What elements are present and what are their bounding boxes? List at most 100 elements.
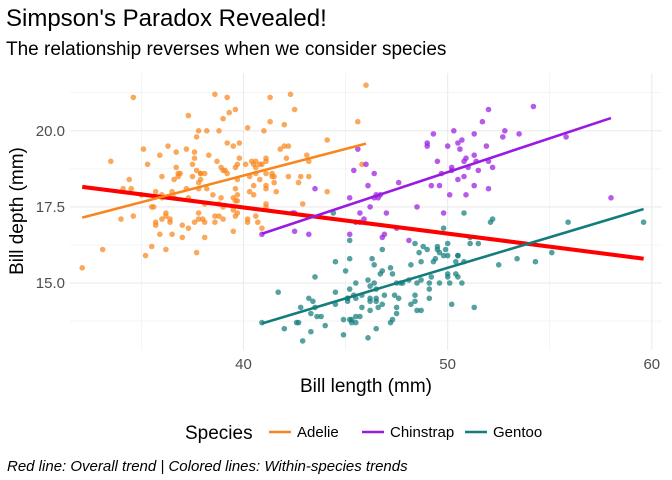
data-point-gentoo <box>318 313 324 320</box>
data-point-gentoo <box>312 274 318 280</box>
data-point-gentoo <box>424 246 431 253</box>
data-point-gentoo <box>379 268 386 274</box>
data-point-gentoo <box>379 246 386 253</box>
data-point-adelie <box>285 143 292 149</box>
data-point-adelie <box>285 173 292 180</box>
data-point-gentoo <box>332 289 339 296</box>
data-point-adelie <box>230 143 237 149</box>
data-point-adelie <box>189 173 196 180</box>
data-point-adelie <box>204 185 210 192</box>
data-point-gentoo <box>420 243 427 250</box>
data-point-gentoo <box>428 274 435 280</box>
data-point-gentoo <box>306 295 312 302</box>
data-point-adelie <box>212 213 218 219</box>
data-point-chinstrap <box>436 182 443 189</box>
data-point-gentoo <box>414 307 420 314</box>
data-point-adelie <box>281 121 288 128</box>
data-point-adelie <box>253 164 259 171</box>
data-point-chinstrap <box>483 143 490 149</box>
data-point-adelie <box>295 179 302 186</box>
legend-item-gentoo: Gentoo <box>465 424 542 441</box>
data-point-gentoo <box>440 225 447 231</box>
data-point-gentoo <box>432 255 439 262</box>
data-point-chinstrap <box>312 185 318 192</box>
data-point-gentoo <box>346 237 353 244</box>
data-point-chinstrap <box>475 167 482 174</box>
data-point-gentoo <box>416 249 422 256</box>
data-point-chinstrap <box>502 128 508 134</box>
data-point-adelie <box>140 146 147 152</box>
data-point-gentoo <box>369 255 375 262</box>
data-point-chinstrap <box>461 158 467 165</box>
data-point-adelie <box>234 192 241 198</box>
chart-title: Simpson's Paradox Revealed! <box>6 5 327 32</box>
data-point-chinstrap <box>463 192 469 198</box>
data-point-chinstrap <box>563 134 569 140</box>
data-point-chinstrap <box>355 146 361 152</box>
data-point-gentoo <box>471 304 478 311</box>
data-point-gentoo <box>371 262 378 268</box>
grid-lines <box>70 73 662 350</box>
data-point-gentoo <box>408 301 414 308</box>
data-point-chinstrap <box>371 170 378 177</box>
data-point-gentoo <box>453 258 459 265</box>
data-point-adelie <box>201 234 208 241</box>
data-point-gentoo <box>371 280 378 286</box>
data-point-gentoo <box>395 295 402 302</box>
data-point-gentoo <box>389 271 396 277</box>
data-point-adelie <box>195 216 202 222</box>
data-point-adelie <box>167 216 173 222</box>
data-point-adelie <box>204 128 210 134</box>
data-point-adelie <box>259 225 265 231</box>
data-point-gentoo <box>549 249 555 256</box>
data-point-adelie <box>212 219 218 225</box>
data-point-chinstrap <box>455 140 461 146</box>
data-point-adelie <box>244 216 251 222</box>
data-point-gentoo <box>408 262 414 268</box>
data-point-adelie <box>230 228 237 235</box>
data-point-adelie <box>191 149 198 155</box>
data-point-adelie <box>118 216 124 222</box>
data-point-gentoo <box>514 255 520 262</box>
trend-line-gentoo <box>261 207 645 325</box>
data-point-adelie <box>210 192 216 198</box>
legend-item-chinstrap: Chinstrap <box>362 424 454 441</box>
data-point-gentoo <box>308 310 314 317</box>
data-point-adelie <box>163 246 169 253</box>
data-point-chinstrap <box>346 231 353 238</box>
axis-ticks: 40 50 60 15.0 17.5 20.0 <box>36 123 660 373</box>
data-point-gentoo <box>391 292 398 299</box>
data-point-adelie <box>273 188 280 195</box>
data-point-gentoo <box>340 332 347 338</box>
data-point-adelie <box>220 115 226 122</box>
data-point-chinstrap <box>446 192 453 198</box>
chart-subtitle: The relationship reverses when we consid… <box>6 39 446 60</box>
data-point-chinstrap <box>379 234 386 241</box>
data-point-adelie <box>250 182 257 189</box>
data-point-gentoo <box>565 219 571 225</box>
data-point-gentoo <box>455 274 461 280</box>
data-point-chinstrap <box>291 228 298 235</box>
data-point-adelie <box>128 185 134 192</box>
data-point-adelie <box>193 134 200 140</box>
data-point-adelie <box>218 195 224 201</box>
data-point-chinstrap <box>485 185 492 192</box>
data-point-chinstrap <box>459 137 465 143</box>
data-point-adelie <box>267 94 273 101</box>
data-point-gentoo <box>442 246 449 253</box>
data-point-gentoo <box>393 310 400 317</box>
data-point-adelie <box>224 140 230 146</box>
data-point-gentoo <box>489 216 496 222</box>
data-point-chinstrap <box>485 106 492 113</box>
data-point-adelie <box>152 219 159 225</box>
data-point-gentoo <box>418 258 424 265</box>
data-point-adelie <box>173 149 179 155</box>
data-point-adelie <box>224 94 230 101</box>
overall-trend-line <box>81 184 644 261</box>
data-point-gentoo <box>495 262 502 268</box>
data-point-adelie <box>224 170 230 177</box>
x-tick-label: 40 <box>235 356 252 373</box>
data-points <box>79 82 647 344</box>
legend-label-adelie: Adelie <box>297 424 339 441</box>
legend-item-adelie: Adelie <box>269 424 339 441</box>
